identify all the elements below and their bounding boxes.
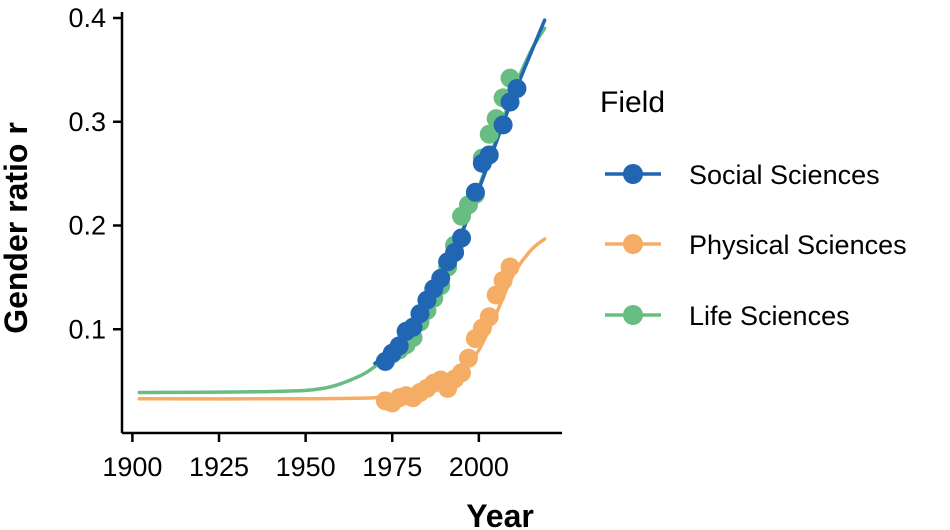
x-axis-title: Year [466,498,534,530]
y-tick-label: 0.2 [68,211,106,241]
legend-marker [623,305,643,325]
legend-items: Social Sciences Physical Sciences Life Sci… [605,160,907,331]
legend-marker [623,164,643,184]
physical-sciences-point [500,257,520,277]
legend-title: Field [600,86,665,119]
y-tick-label: 0.3 [68,107,106,137]
social-sciences-point [507,79,527,99]
life-sciences-point [479,124,499,144]
y-tick-label: 0.1 [68,314,106,344]
legend-item-physical-sciences: Physical Sciences [605,230,907,260]
y-axis-title: Gender ratio r [0,122,34,334]
social-sciences-point [445,242,465,262]
x-tick-label: 1975 [362,452,422,482]
social-sciences-point [389,336,409,356]
social-sciences-point [452,228,472,248]
social-sciences-point [493,115,513,135]
legend-label: Physical Sciences [689,230,907,260]
y-tick-label: 0.4 [68,3,106,33]
x-tick-label: 1950 [276,452,336,482]
x-tick-label: 1900 [102,452,162,482]
social-sciences-fit-line [373,18,547,366]
x-axis-ticks: 1900 1925 1950 1975 2000 [102,433,509,482]
social-sciences-point [479,145,499,165]
social-sciences-point [465,182,485,202]
legend-marker [623,234,643,254]
social-sciences-point [431,268,451,288]
legend-label: Social Sciences [689,160,880,190]
data-points-layer [375,68,527,413]
legend-item-life-sciences: Life Sciences [605,301,850,331]
physical-sciences-point [452,363,472,383]
legend-label: Life Sciences [689,301,850,331]
legend-item-social-sciences: Social Sciences [605,160,880,190]
physical-sciences-point [479,307,499,327]
x-tick-label: 2000 [449,452,509,482]
physical-sciences-point [458,348,478,368]
x-tick-label: 1925 [189,452,249,482]
y-axis-ticks: 0.1 0.2 0.3 0.4 [68,3,122,344]
physical-sciences-point [486,285,506,305]
legend: Field Social Sciences Physical Sciences Li… [600,86,907,331]
